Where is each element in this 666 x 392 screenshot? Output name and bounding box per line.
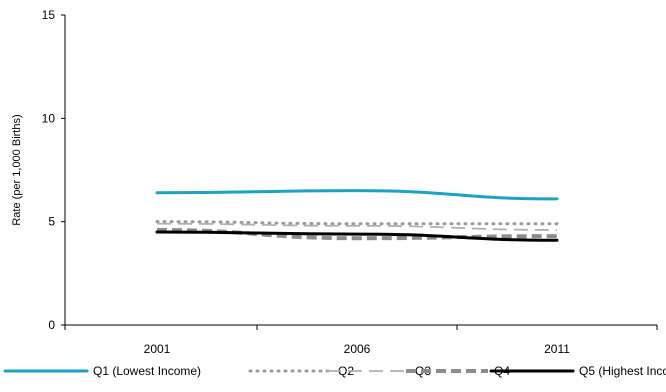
- series-lines: [155, 189, 559, 242]
- y-tick-label: 5: [48, 215, 55, 229]
- series-line-1: [155, 189, 559, 201]
- legend-label-2: Q2: [338, 364, 354, 378]
- y-axis-title: Rate (per 1,000 Births): [11, 114, 23, 225]
- series-line-5: [155, 230, 559, 242]
- x-tick-label: 2006: [344, 342, 371, 356]
- legend: Q1 (Lowest Income)Q2Q3Q4Q5 (Highest Inco…: [3, 364, 666, 378]
- legend-label-1: Q1 (Lowest Income): [93, 364, 201, 378]
- series-line-2: [155, 220, 559, 226]
- x-tick-label: 2011: [544, 342, 570, 356]
- x-tick-label: 2001: [144, 342, 171, 356]
- series-line-3: [156, 222, 558, 231]
- series-line-4: [156, 227, 558, 241]
- axes: [64, 15, 657, 326]
- legend-label-5: Q5 (Highest Income): [579, 364, 666, 378]
- x-axis-ticks: 2001 2006 2011: [64, 325, 658, 356]
- y-tick-label: 0: [48, 318, 55, 332]
- y-tick-label: 10: [42, 111, 56, 125]
- y-tick-label: 15: [42, 8, 56, 22]
- y-axis-ticks: 0 5 10 15: [42, 8, 65, 332]
